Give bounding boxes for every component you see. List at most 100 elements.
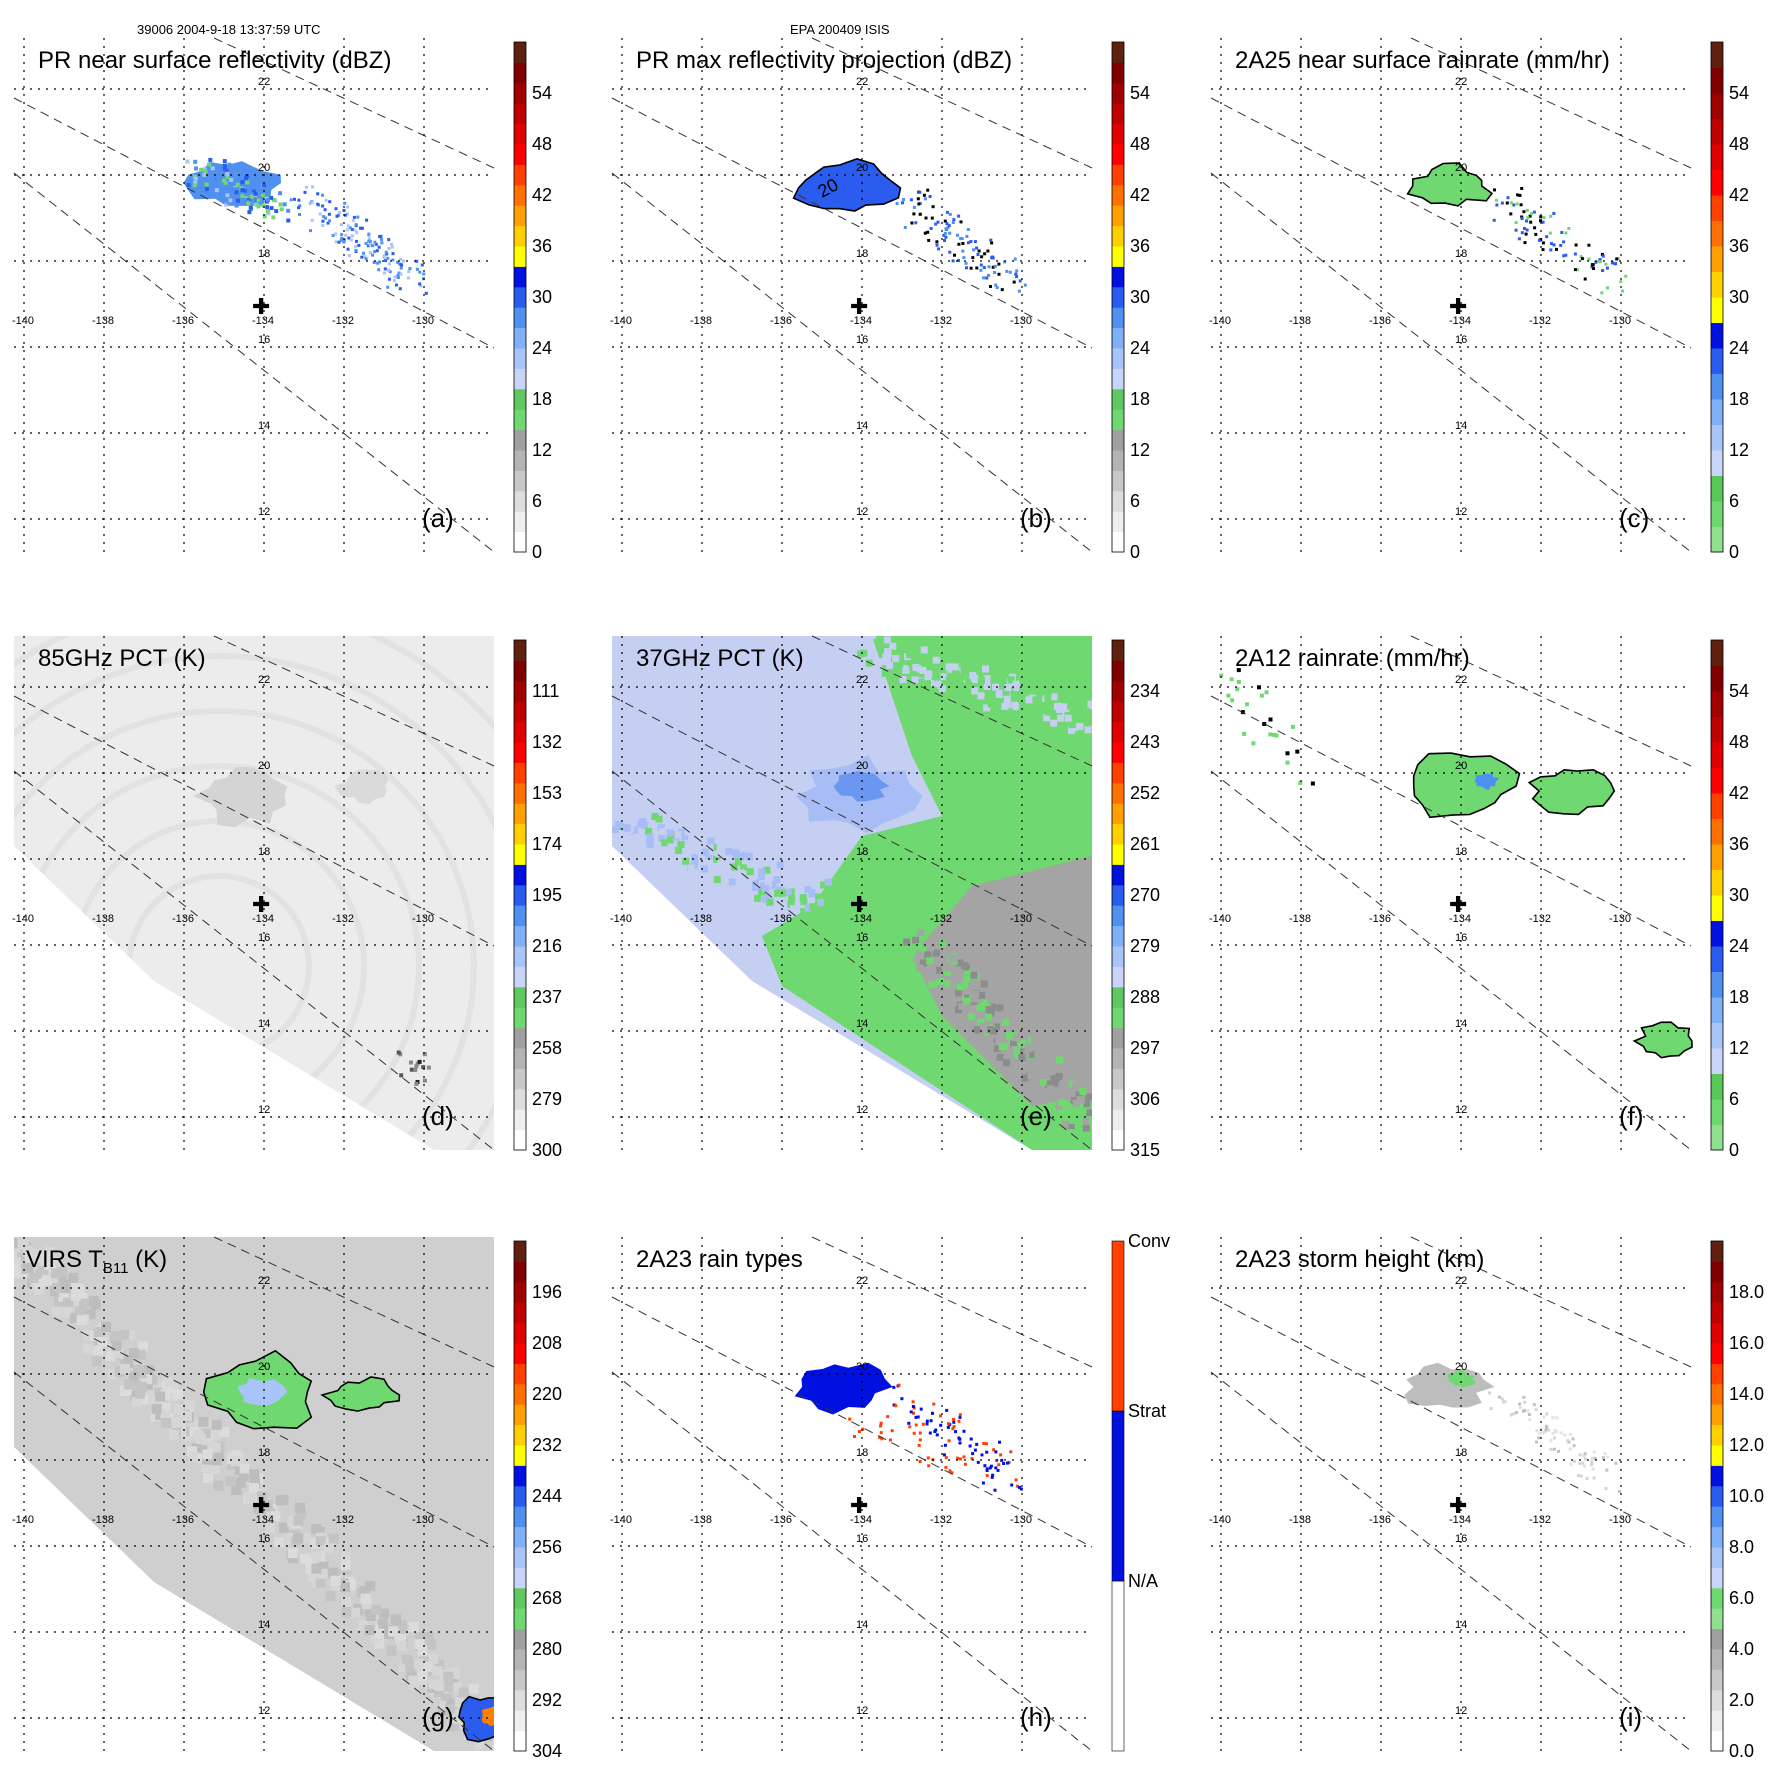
- colorbar-label: 54: [532, 83, 552, 103]
- colorbar-swatch: [1112, 660, 1124, 682]
- panel-title: 2A25 near surface rainrate (mm/hr): [1235, 47, 1610, 74]
- longitude-label: -134: [850, 315, 872, 327]
- coordinate-labels: -140 -138 -136 -134 -132 -130 22 20 18 16 14 12: [12, 1275, 434, 1717]
- colorbar-label: 256: [532, 1537, 562, 1557]
- coordinate-labels: -140 -138 -136 -134 -132 -130 22 20 18 16 14 12: [12, 674, 434, 1116]
- colorbar-label: 132: [532, 732, 562, 752]
- colorbar-swatch: [514, 225, 526, 247]
- longitude-label: -136: [770, 913, 792, 925]
- longitude-label: -136: [172, 913, 194, 925]
- latitude-label: 16: [258, 1533, 270, 1545]
- longitude-label: -140: [12, 1514, 34, 1526]
- colorbar-swatch: [514, 986, 526, 1008]
- colorbar-swatch: [1711, 169, 1723, 196]
- colorbar-swatch: [514, 1048, 526, 1069]
- latitude-label: 16: [1455, 334, 1467, 346]
- colorbar-label: N/A: [1128, 1571, 1158, 1591]
- colorbar-label: 36: [1130, 236, 1150, 256]
- latitude-label: 22: [1455, 674, 1467, 686]
- rain-type-echoes: [794, 1362, 1023, 1492]
- longitude-label: -130: [412, 913, 434, 925]
- colorbar-swatch: [514, 1506, 526, 1528]
- colorbar-swatch: [1711, 450, 1723, 476]
- colorbar-swatch: [514, 1710, 526, 1732]
- colorbar-swatch: [1711, 920, 1723, 947]
- graticule: [1211, 38, 1691, 552]
- panel-title: 2A23 rain types: [636, 1246, 803, 1273]
- colorbar-frame: [1111, 639, 1125, 1151]
- colorbar-label: 24: [1729, 936, 1749, 956]
- longitude-label: -138: [92, 1514, 114, 1526]
- pct37-texture: [612, 636, 1092, 1150]
- longitude-label: -136: [770, 1514, 792, 1526]
- colorbar-label: Strat: [1128, 1401, 1166, 1421]
- longitude-label: -132: [1529, 1514, 1551, 1526]
- panel-title: 2A12 rainrate (mm/hr): [1235, 645, 1470, 672]
- latitude-label: 12: [856, 1705, 868, 1717]
- pr-surface-band: [289, 185, 428, 295]
- colorbar-swatch: [1112, 368, 1124, 390]
- colorbar-swatch: [514, 1567, 526, 1589]
- colorbar-swatch: [1111, 1240, 1125, 1412]
- colorbar: 315 306 297 288 279 270 261 252 243 234: [1111, 639, 1160, 1160]
- colorbar-swatch: [1711, 1628, 1723, 1650]
- colorbar-swatch: [1112, 986, 1124, 1008]
- latitude-label: 12: [1455, 1705, 1467, 1717]
- colorbar-frame: [513, 41, 527, 553]
- longitude-label: -134: [1449, 315, 1471, 327]
- latitude-label: 22: [856, 1275, 868, 1287]
- colorbar-swatch: [1112, 905, 1124, 927]
- storm-center-marker: ✚: [1449, 1493, 1467, 1518]
- colorbar-swatch: [514, 823, 526, 845]
- panel-letter: (f): [1619, 1101, 1644, 1131]
- colorbar-label: 237: [532, 987, 562, 1007]
- storm-height-area: [1404, 1362, 1495, 1408]
- coordinate-labels: -140 -138 -136 -134 -132 -130 22 20 18 16 14 12: [12, 76, 434, 518]
- colorbar-label: 270: [1130, 885, 1160, 905]
- longitude-label: -130: [412, 1514, 434, 1526]
- colorbar-swatch: [1112, 1027, 1124, 1049]
- panel-title: PR max reflectivity projection (dBZ): [636, 47, 1012, 74]
- longitude-label: -132: [332, 315, 354, 327]
- colorbar-label: 220: [532, 1384, 562, 1404]
- latitude-label: 20: [258, 1361, 270, 1373]
- swath-edges: [13, 37, 495, 553]
- colorbar-swatch: [1711, 895, 1723, 921]
- colorbar-swatch: [1112, 803, 1124, 825]
- latitude-label: 14: [856, 420, 868, 432]
- colorbar-swatch: [514, 103, 526, 125]
- panel-letter: (h): [1020, 1702, 1052, 1732]
- colorbar-swatch: [1111, 1580, 1125, 1752]
- graticule: [1211, 1237, 1691, 1751]
- latitude-label: 22: [258, 674, 270, 686]
- colorbar-swatch: [514, 144, 526, 165]
- latitude-label: 16: [1455, 932, 1467, 944]
- colorbar-label: 10.0: [1729, 1486, 1764, 1506]
- latitude-label: 20: [1455, 162, 1467, 174]
- colorbar-swatch: [1711, 691, 1723, 717]
- colorbar-swatch: [514, 1088, 526, 1110]
- colorbar-label: 0: [1729, 542, 1739, 562]
- colorbar-label: 30: [1729, 885, 1749, 905]
- colorbar-label: 54: [1729, 681, 1749, 701]
- colorbar-swatch: [514, 1109, 526, 1131]
- colorbar-swatch: [1711, 1485, 1723, 1507]
- pr-surface-echoes: [183, 157, 428, 295]
- colorbar-label: 6: [1729, 491, 1739, 511]
- colorbar-swatch: [514, 450, 526, 471]
- colorbar-label: 42: [1729, 783, 1749, 803]
- latitude-label: 20: [856, 162, 868, 174]
- colorbar-swatch: [1112, 511, 1124, 533]
- latitude-label: 20: [856, 1361, 868, 1373]
- panel-h: -140 -138 -136 -134 -132 -130 22 20 18 16 14 12 ✚ 2A2…: [610, 1231, 1170, 1752]
- colorbar-swatch: [1711, 1322, 1723, 1344]
- colorbar-label: 14.0: [1729, 1384, 1764, 1404]
- colorbar: 0 6 12 18 24 30 36 42 48 54: [513, 41, 552, 562]
- colorbar-swatch: [514, 205, 526, 227]
- colorbar-swatch: [1112, 1088, 1124, 1110]
- colorbar-swatch: [1711, 869, 1723, 896]
- latitude-label: 18: [1455, 846, 1467, 858]
- panel-letter: (e): [1020, 1101, 1052, 1131]
